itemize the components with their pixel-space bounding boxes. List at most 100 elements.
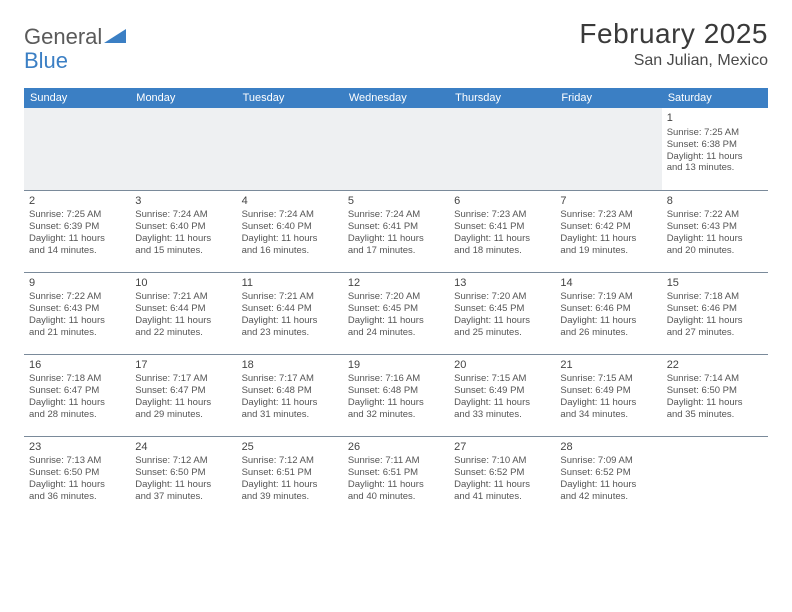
- day-number: 11: [242, 277, 338, 291]
- day-dl2: and 24 minutes.: [348, 327, 444, 339]
- day-dl2: and 31 minutes.: [242, 409, 338, 421]
- calendar-week-row: 1Sunrise: 7:25 AMSunset: 6:38 PMDaylight…: [24, 108, 768, 190]
- day-dl1: Daylight: 11 hours: [667, 151, 763, 163]
- calendar-week-row: 16Sunrise: 7:18 AMSunset: 6:47 PMDayligh…: [24, 354, 768, 436]
- day-sunrise: Sunrise: 7:19 AM: [560, 291, 656, 303]
- day-number: 1: [667, 112, 763, 126]
- day-number: 17: [135, 359, 231, 373]
- month-title: February 2025: [579, 18, 768, 50]
- day-sunset: Sunset: 6:43 PM: [667, 221, 763, 233]
- day-sunset: Sunset: 6:38 PM: [667, 139, 763, 151]
- calendar-week-row: 23Sunrise: 7:13 AMSunset: 6:50 PMDayligh…: [24, 436, 768, 518]
- day-sunset: Sunset: 6:51 PM: [348, 467, 444, 479]
- day-sunset: Sunset: 6:50 PM: [29, 467, 125, 479]
- day-sunrise: Sunrise: 7:24 AM: [348, 209, 444, 221]
- day-dl2: and 36 minutes.: [29, 491, 125, 503]
- day-sunrise: Sunrise: 7:25 AM: [667, 127, 763, 139]
- day-dl1: Daylight: 11 hours: [560, 397, 656, 409]
- calendar-day-cell: 21Sunrise: 7:15 AMSunset: 6:49 PMDayligh…: [555, 354, 661, 436]
- weekday-header: Tuesday: [237, 88, 343, 108]
- day-sunrise: Sunrise: 7:10 AM: [454, 455, 550, 467]
- day-dl2: and 41 minutes.: [454, 491, 550, 503]
- day-number: 18: [242, 359, 338, 373]
- day-dl1: Daylight: 11 hours: [242, 397, 338, 409]
- calendar-day-cell: [555, 108, 661, 190]
- day-dl2: and 16 minutes.: [242, 245, 338, 257]
- day-dl2: and 28 minutes.: [29, 409, 125, 421]
- day-dl1: Daylight: 11 hours: [454, 233, 550, 245]
- day-sunrise: Sunrise: 7:20 AM: [348, 291, 444, 303]
- weekday-header: Wednesday: [343, 88, 449, 108]
- day-sunset: Sunset: 6:39 PM: [29, 221, 125, 233]
- day-dl2: and 20 minutes.: [667, 245, 763, 257]
- day-sunrise: Sunrise: 7:09 AM: [560, 455, 656, 467]
- day-sunset: Sunset: 6:44 PM: [242, 303, 338, 315]
- calendar-day-cell: 3Sunrise: 7:24 AMSunset: 6:40 PMDaylight…: [130, 190, 236, 272]
- day-dl1: Daylight: 11 hours: [135, 315, 231, 327]
- day-dl1: Daylight: 11 hours: [454, 397, 550, 409]
- day-sunset: Sunset: 6:41 PM: [454, 221, 550, 233]
- day-dl1: Daylight: 11 hours: [454, 479, 550, 491]
- day-sunrise: Sunrise: 7:24 AM: [242, 209, 338, 221]
- day-number: 10: [135, 277, 231, 291]
- day-sunset: Sunset: 6:46 PM: [667, 303, 763, 315]
- calendar-day-cell: 7Sunrise: 7:23 AMSunset: 6:42 PMDaylight…: [555, 190, 661, 272]
- day-dl2: and 35 minutes.: [667, 409, 763, 421]
- day-sunset: Sunset: 6:47 PM: [29, 385, 125, 397]
- calendar-day-cell: 10Sunrise: 7:21 AMSunset: 6:44 PMDayligh…: [130, 272, 236, 354]
- calendar-day-cell: [130, 108, 236, 190]
- day-number: 16: [29, 359, 125, 373]
- day-dl1: Daylight: 11 hours: [667, 397, 763, 409]
- calendar-day-cell: 27Sunrise: 7:10 AMSunset: 6:52 PMDayligh…: [449, 436, 555, 518]
- day-dl1: Daylight: 11 hours: [242, 315, 338, 327]
- day-dl2: and 39 minutes.: [242, 491, 338, 503]
- day-number: 6: [454, 195, 550, 209]
- calendar-day-cell: 25Sunrise: 7:12 AMSunset: 6:51 PMDayligh…: [237, 436, 343, 518]
- day-dl2: and 25 minutes.: [454, 327, 550, 339]
- calendar-day-cell: 2Sunrise: 7:25 AMSunset: 6:39 PMDaylight…: [24, 190, 130, 272]
- day-number: 25: [242, 441, 338, 455]
- calendar-day-cell: 4Sunrise: 7:24 AMSunset: 6:40 PMDaylight…: [237, 190, 343, 272]
- weekday-header: Friday: [555, 88, 661, 108]
- day-dl2: and 32 minutes.: [348, 409, 444, 421]
- day-dl1: Daylight: 11 hours: [135, 233, 231, 245]
- day-dl2: and 23 minutes.: [242, 327, 338, 339]
- weekday-header: Monday: [130, 88, 236, 108]
- day-number: 22: [667, 359, 763, 373]
- day-dl1: Daylight: 11 hours: [348, 315, 444, 327]
- day-dl2: and 22 minutes.: [135, 327, 231, 339]
- weekday-header: Thursday: [449, 88, 555, 108]
- day-number: 4: [242, 195, 338, 209]
- calendar-day-cell: 19Sunrise: 7:16 AMSunset: 6:48 PMDayligh…: [343, 354, 449, 436]
- day-sunset: Sunset: 6:49 PM: [560, 385, 656, 397]
- day-dl1: Daylight: 11 hours: [667, 315, 763, 327]
- day-number: 3: [135, 195, 231, 209]
- day-sunset: Sunset: 6:43 PM: [29, 303, 125, 315]
- day-sunrise: Sunrise: 7:13 AM: [29, 455, 125, 467]
- day-dl2: and 37 minutes.: [135, 491, 231, 503]
- day-sunset: Sunset: 6:48 PM: [348, 385, 444, 397]
- calendar-day-cell: 9Sunrise: 7:22 AMSunset: 6:43 PMDaylight…: [24, 272, 130, 354]
- day-sunrise: Sunrise: 7:16 AM: [348, 373, 444, 385]
- day-sunset: Sunset: 6:48 PM: [242, 385, 338, 397]
- day-dl1: Daylight: 11 hours: [348, 397, 444, 409]
- day-number: 24: [135, 441, 231, 455]
- day-number: 9: [29, 277, 125, 291]
- calendar-day-cell: 15Sunrise: 7:18 AMSunset: 6:46 PMDayligh…: [662, 272, 768, 354]
- calendar-day-cell: 23Sunrise: 7:13 AMSunset: 6:50 PMDayligh…: [24, 436, 130, 518]
- day-number: 12: [348, 277, 444, 291]
- day-dl1: Daylight: 11 hours: [29, 315, 125, 327]
- calendar-day-cell: [449, 108, 555, 190]
- calendar-day-cell: 8Sunrise: 7:22 AMSunset: 6:43 PMDaylight…: [662, 190, 768, 272]
- day-number: 27: [454, 441, 550, 455]
- calendar-week-row: 2Sunrise: 7:25 AMSunset: 6:39 PMDaylight…: [24, 190, 768, 272]
- day-sunrise: Sunrise: 7:14 AM: [667, 373, 763, 385]
- day-number: 8: [667, 195, 763, 209]
- day-dl1: Daylight: 11 hours: [560, 315, 656, 327]
- calendar-day-cell: 14Sunrise: 7:19 AMSunset: 6:46 PMDayligh…: [555, 272, 661, 354]
- day-dl1: Daylight: 11 hours: [667, 233, 763, 245]
- day-sunset: Sunset: 6:50 PM: [135, 467, 231, 479]
- weekday-header: Sunday: [24, 88, 130, 108]
- calendar-day-cell: 6Sunrise: 7:23 AMSunset: 6:41 PMDaylight…: [449, 190, 555, 272]
- day-sunset: Sunset: 6:49 PM: [454, 385, 550, 397]
